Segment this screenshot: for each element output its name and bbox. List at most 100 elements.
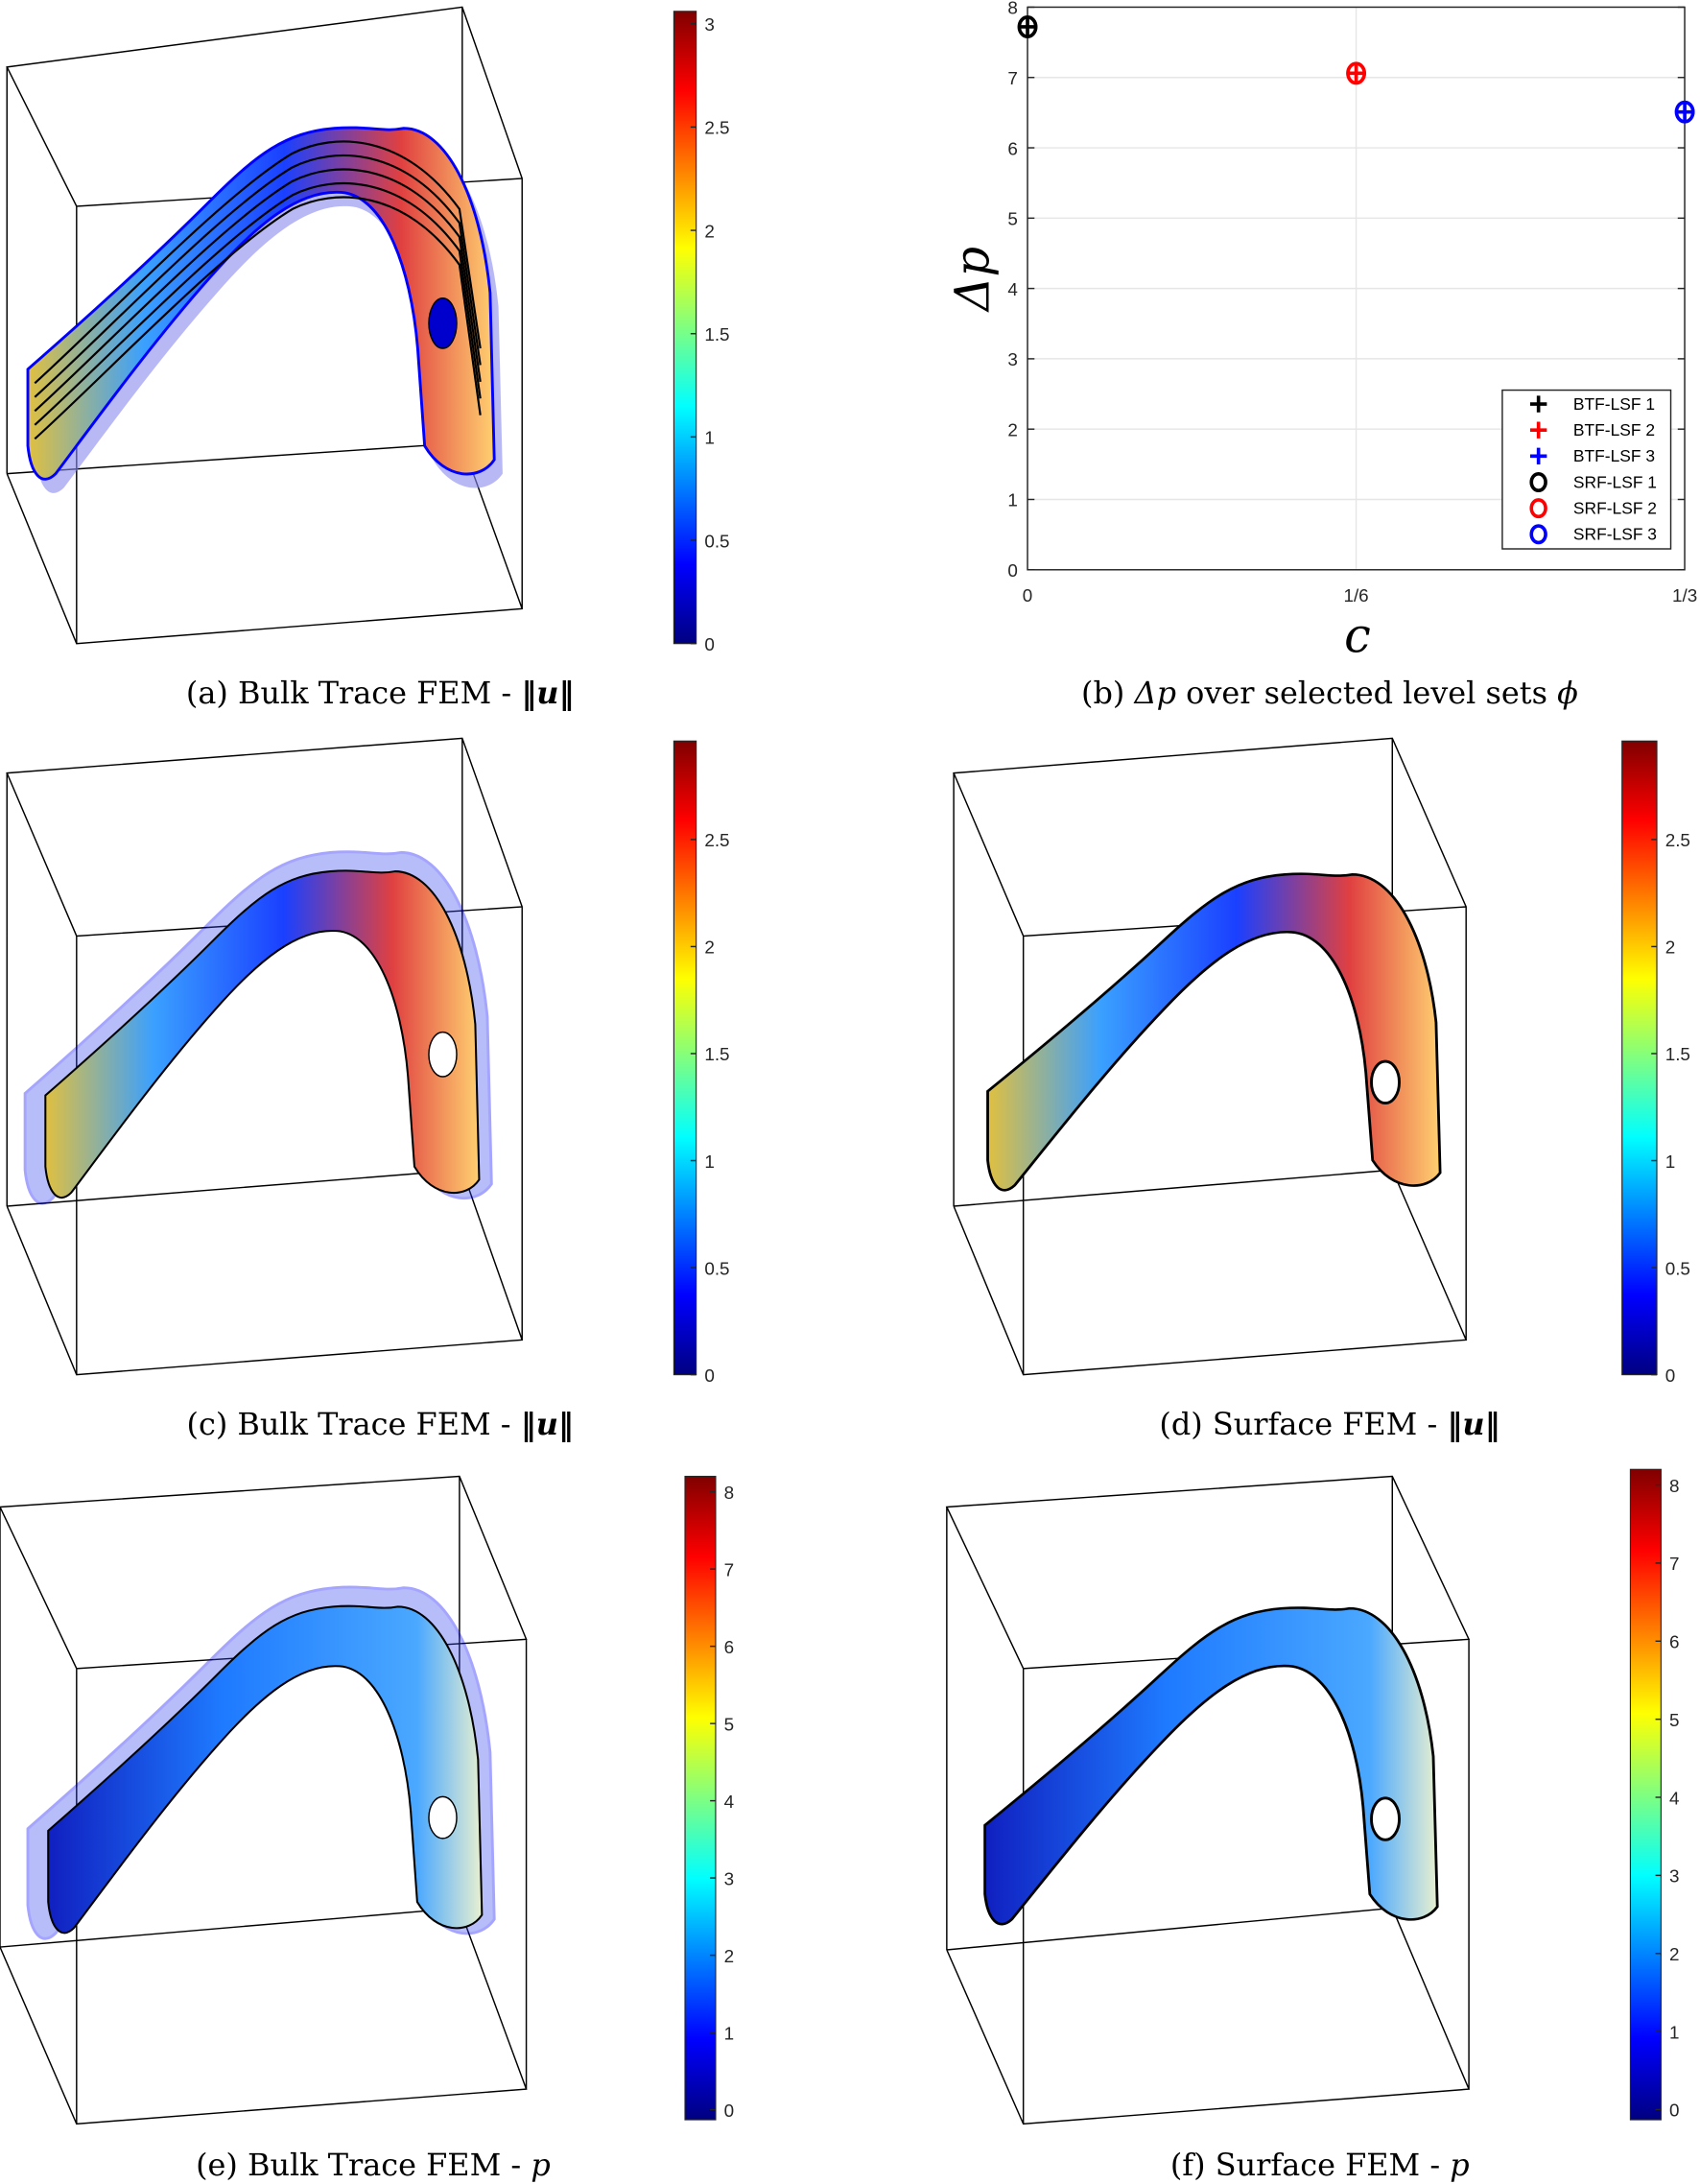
colorbar-tick-label: 0.5 xyxy=(1665,1258,1690,1278)
colorbar-tick-label: 0 xyxy=(1665,1365,1675,1386)
caption-e: (e) Bulk Trace FEM - p xyxy=(196,2147,551,2183)
colorbar-tick-label: 2 xyxy=(1665,938,1675,958)
panel-e-bulk-trace-pressure xyxy=(0,1475,528,2125)
colorbar-tick-label: 2 xyxy=(1669,1944,1680,1964)
colorbar-tick-label: 3 xyxy=(704,14,715,35)
legend-marker xyxy=(1529,498,1547,519)
velocity-surface xyxy=(986,872,1442,1192)
colorbar-gradient xyxy=(673,740,697,1376)
colorbar-tick-label: 1 xyxy=(724,2023,735,2043)
colorbar-c: 0 0.5 1 1.5 2 2.5 xyxy=(673,740,730,1386)
data-point-srf-lsf-3 xyxy=(1674,100,1695,124)
legend-label: SRF-LSF 3 xyxy=(1573,525,1657,544)
legend-box xyxy=(1501,389,1672,550)
panel-d-surface-velocity xyxy=(953,737,1468,1376)
panel-a-bulk-trace-velocity xyxy=(6,6,524,645)
colorbar-tick-label: 1.5 xyxy=(704,1044,729,1064)
y-tick-label: 7 xyxy=(1007,68,1018,88)
data-point-btf-lsf-1 xyxy=(1017,16,1038,37)
legend-label: BTF-LSF 2 xyxy=(1573,420,1655,439)
colorbar-tick-label: 2 xyxy=(724,1946,735,1966)
caption-d: (d) Surface FEM - ‖u‖ xyxy=(1159,1406,1499,1442)
colorbar-tick-label: 0.5 xyxy=(704,531,729,551)
colorbar-gradient xyxy=(684,1475,717,2121)
y-tick-label: 3 xyxy=(1007,349,1018,369)
colorbar-a: 0 0.5 1 1.5 2 2.5 3 xyxy=(673,11,730,654)
obstacle-hole xyxy=(1370,1796,1401,1841)
data-point-srf-lsf-1 xyxy=(1017,15,1038,38)
data-point-btf-lsf-2 xyxy=(1346,63,1366,83)
legend-label: SRF-LSF 2 xyxy=(1573,498,1657,517)
colorbars: 0 0.5 1 1.5 2 2.5 3 0 0.5 1 1.5 2 2.5 0 0.5 1 1.5 2 2.5 0 1 2… xyxy=(673,11,1690,2121)
legend-marker xyxy=(1529,421,1547,439)
colorbar-tick-label: 1.5 xyxy=(704,324,729,344)
colorbar-e: 0 1 2 3 4 5 6 7 8 xyxy=(684,1475,735,2121)
colorbar-f: 0 1 2 3 4 5 6 7 8 xyxy=(1629,1468,1680,2121)
colorbar-tick-label: 3 xyxy=(724,1868,735,1888)
colorbar-tick-label: 0.5 xyxy=(704,1258,729,1278)
legend: BTF-LSF 1 BTF-LSF 2 BTF-LSF 3 SRF-LSF 1 SRF-… xyxy=(1501,389,1672,550)
colorbar-tick-label: 2 xyxy=(704,938,715,958)
colorbar-tick-label: 1 xyxy=(704,1151,715,1172)
obstacle-hole xyxy=(428,1795,458,1840)
x-tick-label: 0 xyxy=(1023,585,1033,605)
colorbar-tick-label: 0 xyxy=(704,1365,715,1386)
y-tick-label: 0 xyxy=(1007,560,1018,581)
x-axis-label: c xyxy=(1344,607,1371,663)
legend-marker xyxy=(1529,471,1547,493)
colorbar-tick-label: 1 xyxy=(1669,2022,1680,2042)
colorbar-tick-label: 3 xyxy=(1669,1866,1680,1887)
colorbar-tick-label: 1.5 xyxy=(1665,1044,1690,1064)
obstacle-hole xyxy=(428,1031,458,1078)
colorbar-tick-label: 1 xyxy=(704,428,715,448)
caption-b: (b) Δp over selected level sets ϕ xyxy=(1081,675,1578,711)
caption-a: (a) Bulk Trace FEM - ‖u‖ xyxy=(186,675,574,711)
colorbar-gradient xyxy=(1629,1468,1662,2121)
colorbar-tick-label: 0 xyxy=(724,2101,735,2121)
colorbar-tick-label: 4 xyxy=(724,1792,735,1812)
legend-marker xyxy=(1529,395,1547,413)
colorbar-tick-label: 7 xyxy=(724,1559,735,1579)
legend-marker xyxy=(1529,447,1547,465)
level-set-contours xyxy=(34,140,482,440)
colorbar-tick-label: 6 xyxy=(1669,1632,1680,1652)
pressure-surface xyxy=(983,1606,1439,1926)
x-tick-label: 1/6 xyxy=(1343,585,1368,605)
colorbar-tick-label: 8 xyxy=(1669,1476,1680,1496)
ticks: 0 1 2 3 4 5 6 7 8 0 1/6 1/3 xyxy=(1007,0,1697,605)
obstacle-hole xyxy=(428,297,458,349)
legend-label: BTF-LSF 3 xyxy=(1573,446,1655,465)
data-point-srf-lsf-2 xyxy=(1346,61,1367,85)
data-marks xyxy=(1017,15,1695,124)
y-tick-label: 4 xyxy=(1007,279,1018,299)
colorbar-tick-label: 2.5 xyxy=(704,118,729,138)
colorbar-tick-label: 2 xyxy=(704,221,715,241)
colorbar-tick-label: 5 xyxy=(1669,1710,1680,1730)
y-tick-label: 2 xyxy=(1007,419,1018,439)
colorbar-tick-label: 0 xyxy=(704,634,715,654)
colorbar-gradient xyxy=(673,11,697,645)
legend-marker xyxy=(1529,524,1547,545)
colorbar-d: 0 0.5 1 1.5 2 2.5 xyxy=(1621,740,1690,1386)
delta-p-chart: 0 1 2 3 4 5 6 7 8 0 1/6 1/3 Δp c BTF-LSF 1 BTF-LSF 2… xyxy=(944,0,1697,663)
colorbar-tick-label: 0 xyxy=(1669,2101,1680,2121)
panel-f-surface-pressure xyxy=(945,1475,1471,2125)
colorbar-tick-label: 7 xyxy=(1669,1554,1680,1574)
y-tick-label: 5 xyxy=(1007,209,1018,229)
colorbar-tick-label: 6 xyxy=(724,1637,735,1657)
colorbar-tick-label: 5 xyxy=(724,1714,735,1734)
data-point-btf-lsf-3 xyxy=(1674,102,1695,122)
colorbar-tick-label: 2.5 xyxy=(1665,830,1690,850)
panel-c-bulk-trace-velocity xyxy=(6,737,524,1376)
obstacle-hole xyxy=(1370,1059,1401,1105)
colorbar-tick-label: 1 xyxy=(1665,1151,1675,1172)
colorbar-tick-label: 8 xyxy=(724,1483,735,1503)
legend-label: BTF-LSF 1 xyxy=(1573,394,1655,414)
legend-label: SRF-LSF 1 xyxy=(1573,472,1657,491)
caption-f: (f) Surface FEM - p xyxy=(1170,2147,1470,2183)
captions: (a) Bulk Trace FEM - ‖u‖ (b) Δp over sel… xyxy=(186,675,1578,2183)
colorbar-gradient xyxy=(1621,740,1658,1376)
colorbar-tick-label: 2.5 xyxy=(704,830,729,850)
y-axis-label: Δp xyxy=(944,247,1000,313)
